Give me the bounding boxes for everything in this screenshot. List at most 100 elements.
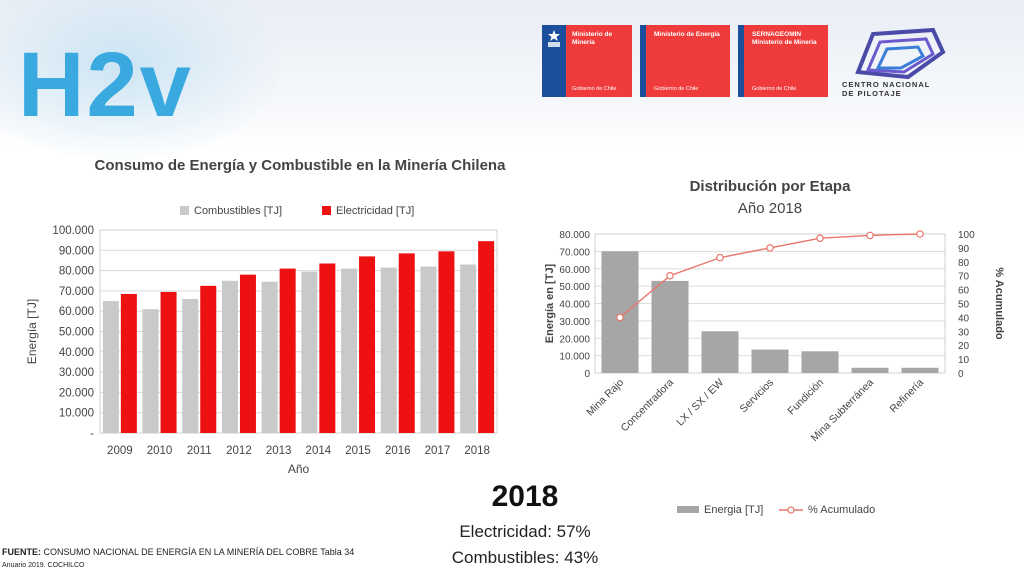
- ministry-mineria-logo: Ministerio de Minería Gobierno de Chile: [542, 25, 632, 97]
- y-tick-label: 60.000: [59, 306, 94, 318]
- bar-combustibles: [261, 281, 278, 433]
- point-acumulado: [816, 234, 824, 242]
- bar-combustibles: [380, 267, 397, 433]
- y-tick-label: 50.000: [559, 282, 590, 293]
- y-tick-label: 70.000: [59, 286, 94, 298]
- x-tick-label: Mina Rajo: [584, 377, 626, 419]
- ministry-name: SERNAGEOMIN Ministerio de Minería: [752, 31, 817, 46]
- x-tick-label: 2015: [345, 445, 371, 457]
- bar-energia: [651, 280, 689, 373]
- y2-tick-label: 0: [958, 369, 964, 380]
- bar-electricidad: [478, 241, 495, 433]
- bar-combustibles: [460, 264, 477, 433]
- point-acumulado: [916, 230, 924, 238]
- y-tick-label: 20.000: [59, 387, 94, 399]
- h2v-logo: H2v: [18, 38, 193, 128]
- electricity-share: Electricidad: 57%: [459, 522, 591, 541]
- bar-combustibles: [301, 271, 318, 433]
- x-tick-label: Servicios: [738, 377, 777, 416]
- legend-marker: [787, 506, 795, 514]
- y-tick-label: 30.000: [59, 367, 94, 379]
- bar-combustibles: [182, 299, 199, 433]
- right-chart-subtitle: Año 2018: [737, 200, 803, 217]
- y-tick-label: 70.000: [559, 247, 590, 258]
- y2-tick-label: 20: [958, 341, 970, 352]
- y-tick-label: 40.000: [59, 347, 94, 359]
- y-tick-label: 10.000: [59, 408, 94, 420]
- y-axis-label: Energía [TJ]: [25, 299, 39, 364]
- x-tick-label: Concentradora: [619, 377, 677, 435]
- y2-tick-label: 40: [958, 313, 970, 324]
- x-tick-label: Fundición: [785, 377, 826, 418]
- y-tick-label: 10.000: [559, 352, 590, 363]
- legend-swatch: [322, 206, 331, 215]
- y2-tick-label: 10: [958, 355, 970, 366]
- bar-energia: [851, 367, 889, 373]
- x-tick-label: LX / SX / EW: [674, 377, 726, 429]
- x-tick-label: 2016: [385, 445, 411, 457]
- y2-tick-label: 50: [958, 300, 970, 311]
- x-tick-label: 2018: [464, 445, 490, 457]
- legend-label: Combustibles [TJ]: [194, 205, 282, 217]
- fuels-share: Combustibles: 43%: [451, 548, 599, 567]
- bar-combustibles: [221, 280, 238, 433]
- bar-energia: [701, 331, 739, 373]
- left-chart-title: Consumo de Energía y Combustible en la M…: [94, 157, 506, 174]
- ministry-gov: Gobierno de Chile: [572, 86, 617, 92]
- y-tick-label: 80.000: [59, 266, 94, 278]
- legend-label: % Acumulado: [808, 504, 875, 516]
- point-acumulado: [616, 313, 624, 322]
- y-tick-label: 100.000: [52, 225, 94, 237]
- point-acumulado: [766, 244, 774, 252]
- y2-tick-label: 100: [958, 230, 975, 241]
- bar-combustibles: [420, 266, 437, 433]
- point-acumulado: [666, 271, 674, 280]
- bar-electricidad: [438, 251, 455, 433]
- source-note: FUENTE: CONSUMO NACIONAL DE ENERGÍA EN L…: [2, 546, 354, 572]
- right-pareto-chart: 0 10.000 20.000 30.000 40.000 50.000 60.000 70.…: [544, 230, 1005, 516]
- sernageomin-logo: SERNAGEOMIN Ministerio de Minería Gobier…: [738, 25, 828, 97]
- legend-swatch: [677, 506, 699, 513]
- right-chart-title: Distribución por Etapa: [689, 178, 851, 195]
- bar-electricidad: [239, 274, 256, 433]
- point-acumulado: [866, 231, 874, 240]
- bar-energia: [751, 349, 789, 373]
- bar-electricidad: [120, 293, 137, 433]
- y-tick-label: 20.000: [559, 334, 590, 345]
- y-tick-label: 40.000: [559, 300, 590, 311]
- bar-electricidad: [319, 263, 336, 433]
- y2-tick-label: 30: [958, 327, 970, 338]
- ministry-name: Ministerio de Energía: [654, 31, 720, 38]
- y2-tick-label: 70: [958, 272, 970, 283]
- source-line2: Anuario 2019. COCHILCO: [2, 562, 85, 569]
- x-tick-label: 2017: [425, 445, 451, 457]
- x-tick-label: 2010: [147, 445, 173, 457]
- h2v-logo-text: H2v: [18, 38, 193, 128]
- left-bar-chart: Combustibles [TJ] Electricidad [TJ] - 10.00…: [25, 205, 498, 476]
- legend-swatch: [180, 206, 189, 215]
- y-tick-label: 80.000: [559, 230, 590, 241]
- y-tick-label: 90.000: [59, 245, 94, 257]
- y2-tick-label: 90: [958, 244, 970, 255]
- ministry-name: Ministerio de Minería: [572, 31, 613, 46]
- bar-combustibles: [102, 301, 119, 433]
- y-tick-label: 0: [584, 369, 590, 380]
- ministry-gov: Gobierno de Chile: [654, 86, 699, 92]
- y-tick-label: -: [90, 428, 94, 440]
- legend-label: Electricidad [TJ]: [336, 205, 414, 217]
- x-tick-label: 2011: [187, 445, 212, 457]
- x-axis-label: Año: [288, 462, 310, 476]
- bar-energia: [801, 351, 839, 373]
- bar-energia: [601, 251, 639, 373]
- x-tick-label: 2014: [306, 445, 332, 457]
- x-tick-label: 2013: [266, 445, 292, 457]
- centro-pilotaje-logo-icon: [855, 27, 946, 80]
- source-text: CONSUMO NACIONAL DE ENERGÍA EN LA MINERÍ…: [41, 547, 355, 557]
- y2-tick-label: 80: [958, 258, 970, 269]
- point-acumulado: [716, 253, 724, 262]
- bar-electricidad: [398, 253, 415, 433]
- ministry-gov: Gobierno de Chile: [752, 86, 797, 92]
- ministry-energia-logo: Ministerio de Energía Gobierno de Chile: [640, 25, 730, 97]
- chile-crest-icon: [548, 30, 560, 47]
- bar-combustibles: [341, 268, 358, 433]
